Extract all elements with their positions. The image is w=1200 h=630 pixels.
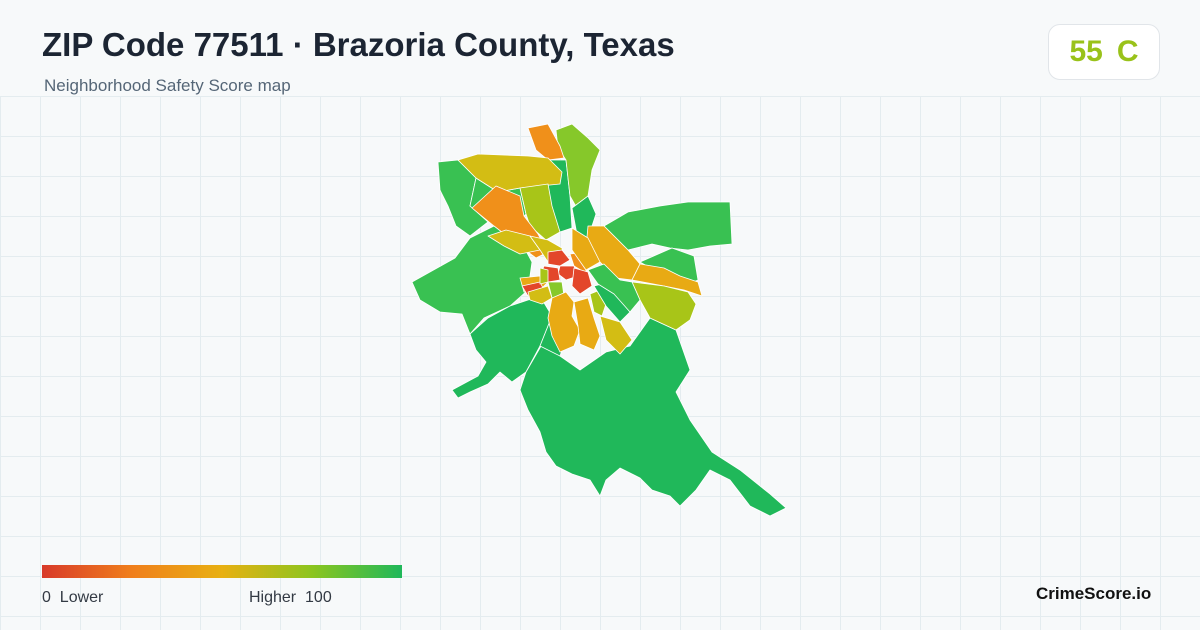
brand-logo-text: CrimeScore.io bbox=[1036, 584, 1152, 603]
legend-low-label: 0 Lower bbox=[42, 589, 103, 607]
legend-lower-text: Lower bbox=[59, 589, 104, 606]
legend-higher-text: Higher bbox=[249, 589, 297, 606]
map-region-center-yellow-s[interactable] bbox=[527, 285, 553, 305]
map-region-center-olive-1[interactable] bbox=[539, 267, 549, 285]
score-grade: C bbox=[1116, 35, 1139, 68]
page-title: ZIP Code 77511 · Brazoria County, Texas bbox=[42, 26, 675, 63]
legend-color-bar bbox=[42, 565, 402, 578]
map-region-east-green[interactable] bbox=[603, 201, 733, 251]
map-region-center-green-e[interactable] bbox=[587, 263, 641, 313]
legend-high-label: Higher 100 bbox=[249, 589, 332, 607]
map-region-center-amber-s[interactable] bbox=[547, 291, 581, 353]
map-region-outer-west[interactable] bbox=[411, 225, 533, 335]
map-region-north-yellow-west[interactable] bbox=[457, 153, 563, 193]
safety-score-badge: 55 C bbox=[1048, 24, 1160, 80]
page-subtitle: Neighborhood Safety Score map bbox=[44, 76, 291, 95]
map-region-center-red-1[interactable] bbox=[547, 249, 571, 267]
score-value: 55 bbox=[1069, 35, 1103, 68]
legend-max: 100 bbox=[305, 589, 332, 606]
legend-min: 0 bbox=[42, 589, 51, 606]
header bbox=[0, 0, 1200, 96]
map-region-east-olive[interactable] bbox=[631, 281, 697, 331]
map-region-center-yellow-se[interactable] bbox=[599, 315, 633, 355]
map-region-north-orange-top[interactable] bbox=[527, 123, 565, 161]
map-region-center-amber-n[interactable] bbox=[571, 227, 601, 271]
map-region-outer-south[interactable] bbox=[519, 317, 787, 517]
map-region-center-amber-s2[interactable] bbox=[573, 297, 601, 351]
map-region-center-red-3[interactable] bbox=[571, 267, 593, 295]
